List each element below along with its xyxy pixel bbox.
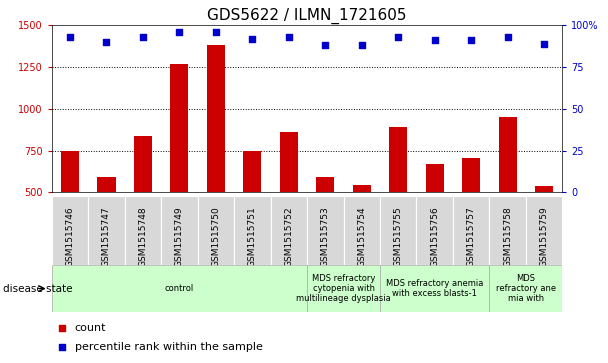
Bar [243, 151, 261, 276]
Text: GSM1515754: GSM1515754 [358, 206, 366, 267]
Point [393, 34, 403, 40]
Bar [526, 196, 562, 265]
Point [57, 344, 67, 350]
Bar [489, 265, 562, 312]
Bar [489, 196, 526, 265]
Text: GSM1515758: GSM1515758 [503, 206, 512, 267]
Bar [198, 196, 234, 265]
Text: MDS
refractory ane
mia with: MDS refractory ane mia with [496, 274, 556, 303]
Bar [380, 265, 489, 312]
Text: GSM1515756: GSM1515756 [430, 206, 439, 267]
Bar [426, 164, 444, 276]
Bar [88, 196, 125, 265]
Text: MDS refractory anemia
with excess blasts-1: MDS refractory anemia with excess blasts… [386, 279, 483, 298]
Point [57, 325, 67, 331]
Text: GSM1515750: GSM1515750 [212, 206, 220, 267]
Bar [416, 196, 453, 265]
Bar [161, 196, 198, 265]
Text: GSM1515749: GSM1515749 [175, 206, 184, 267]
Point [539, 41, 549, 47]
Bar [280, 132, 298, 276]
Point [65, 34, 75, 40]
Point [466, 37, 476, 43]
Text: percentile rank within the sample: percentile rank within the sample [75, 342, 263, 352]
Text: GSM1515757: GSM1515757 [467, 206, 475, 267]
Bar [97, 178, 116, 276]
Text: count: count [75, 323, 106, 333]
Point [320, 42, 330, 48]
Text: GSM1515747: GSM1515747 [102, 206, 111, 267]
Bar [52, 265, 307, 312]
Bar [134, 136, 152, 276]
Bar [271, 196, 307, 265]
Text: GSM1515759: GSM1515759 [540, 206, 548, 267]
Bar [389, 127, 407, 276]
Bar [344, 196, 380, 265]
Bar [535, 186, 553, 276]
Bar [61, 151, 79, 276]
Bar [380, 196, 416, 265]
Bar [207, 45, 225, 276]
Bar [353, 185, 371, 276]
Point [211, 29, 221, 35]
Point [503, 34, 513, 40]
Point [247, 36, 257, 42]
Bar [125, 196, 161, 265]
Point [430, 37, 440, 43]
Text: GSM1515752: GSM1515752 [285, 206, 293, 267]
Title: GDS5622 / ILMN_1721605: GDS5622 / ILMN_1721605 [207, 8, 407, 24]
Point [357, 42, 367, 48]
Bar [316, 178, 334, 276]
Point [284, 34, 294, 40]
Point [138, 34, 148, 40]
Text: GSM1515746: GSM1515746 [66, 206, 74, 267]
Bar [499, 117, 517, 276]
Point [174, 29, 184, 35]
Bar [234, 196, 271, 265]
Text: control: control [165, 284, 194, 293]
Text: GSM1515748: GSM1515748 [139, 206, 147, 267]
Point [102, 39, 111, 45]
Text: GSM1515753: GSM1515753 [321, 206, 330, 267]
Text: disease state: disease state [3, 284, 72, 294]
Bar [170, 64, 188, 276]
Bar [462, 158, 480, 276]
Text: MDS refractory
cytopenia with
multilineage dysplasia: MDS refractory cytopenia with multilinea… [296, 274, 391, 303]
Bar [307, 196, 344, 265]
Bar [453, 196, 489, 265]
Bar [52, 196, 88, 265]
Text: GSM1515751: GSM1515751 [248, 206, 257, 267]
Text: GSM1515755: GSM1515755 [394, 206, 402, 267]
Bar [307, 265, 380, 312]
